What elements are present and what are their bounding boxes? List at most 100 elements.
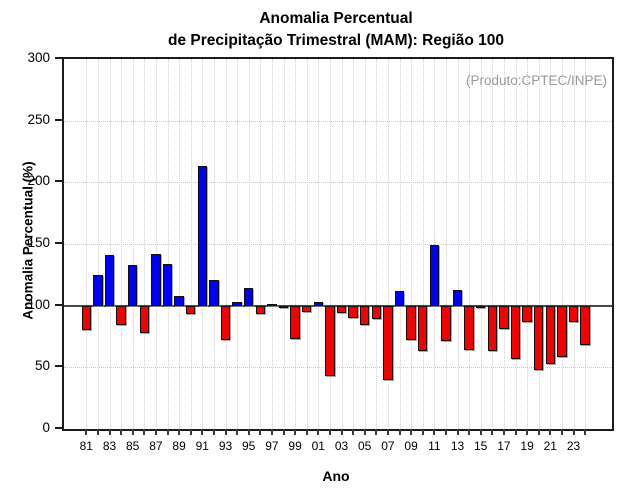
x-axis-tick <box>305 429 308 435</box>
v-gridline <box>503 59 505 429</box>
x-axis-tick <box>120 429 123 435</box>
x-axis-tick <box>166 429 169 435</box>
x-axis-tick <box>526 429 529 435</box>
bar-13 <box>452 289 463 306</box>
v-gridline <box>376 59 378 429</box>
x-axis-tick <box>201 429 204 435</box>
y-axis-tick <box>55 303 62 306</box>
x-axis-tick <box>479 429 482 435</box>
bar-08 <box>394 290 405 306</box>
y-tick-label: 100 <box>27 296 50 312</box>
bar-24 <box>580 305 590 346</box>
h-gridline <box>64 182 612 184</box>
bar-87 <box>151 253 161 306</box>
x-axis-tick <box>456 429 459 435</box>
x-axis-tick <box>108 429 111 435</box>
v-gridline <box>527 59 529 429</box>
v-gridline <box>225 59 227 429</box>
x-axis-tick <box>433 429 436 435</box>
v-gridline <box>190 59 192 429</box>
v-gridline <box>86 59 88 429</box>
x-tick-label: 85 <box>126 439 140 453</box>
v-gridline <box>364 59 366 429</box>
h-gridline <box>64 367 612 369</box>
y-tick-label: 200 <box>27 173 50 189</box>
bar-99 <box>290 305 300 339</box>
x-tick-label: 23 <box>566 439 581 453</box>
x-tick-label: 03 <box>334 439 349 453</box>
x-axis-tick <box>421 429 424 435</box>
v-gridline <box>469 59 471 429</box>
bar-14 <box>464 305 474 351</box>
bar-05 <box>359 305 370 326</box>
x-tick-label: 15 <box>474 439 488 453</box>
x-axis-tick <box>375 429 378 435</box>
x-axis-tick <box>340 429 343 435</box>
v-gridline <box>492 59 494 429</box>
bar-21 <box>545 305 556 364</box>
bar-16 <box>487 305 498 352</box>
x-axis-tick <box>247 429 250 435</box>
v-gridline <box>445 59 447 429</box>
v-gridline <box>295 59 297 429</box>
v-gridline <box>132 59 134 429</box>
x-axis-tick <box>154 429 157 435</box>
chart-title: Anomalia Percentual de Precipitação Trim… <box>62 8 610 53</box>
x-tick-label: 11 <box>428 439 441 453</box>
bar-04 <box>348 305 358 318</box>
v-gridline <box>318 59 320 429</box>
v-gridline <box>399 59 401 429</box>
v-gridline <box>387 59 389 429</box>
bar-23 <box>568 305 579 322</box>
v-gridline <box>260 59 262 429</box>
bar-10 <box>417 305 428 352</box>
bar-93 <box>220 305 231 341</box>
x-tick-label: 83 <box>102 439 117 453</box>
bar-83 <box>104 255 115 306</box>
bar-81 <box>81 305 92 331</box>
v-gridline <box>97 59 99 429</box>
x-axis-tick <box>386 429 389 435</box>
v-gridline <box>213 59 215 429</box>
bar-00 <box>301 305 312 312</box>
v-gridline <box>329 59 331 429</box>
v-gridline <box>109 59 111 429</box>
x-axis-tick <box>560 429 563 435</box>
v-gridline <box>561 59 563 429</box>
bar-84 <box>116 305 126 326</box>
x-axis-tick <box>502 429 505 435</box>
x-tick-label: 07 <box>381 439 395 453</box>
x-tick-label: 89 <box>172 439 186 453</box>
x-tick-label: 05 <box>358 439 372 453</box>
v-gridline <box>573 59 575 429</box>
bar-11 <box>429 245 440 306</box>
h-gridline <box>64 120 612 122</box>
bar-15 <box>475 305 486 308</box>
product-annotation: (Produto:CPTEC/INPE) <box>465 73 607 88</box>
x-axis-tick <box>85 429 88 435</box>
x-axis-tick <box>212 429 215 435</box>
x-axis-tick <box>259 429 262 435</box>
v-gridline <box>353 59 355 429</box>
x-axis-tick <box>236 429 239 435</box>
x-axis-tick <box>549 429 552 435</box>
y-tick-label: 250 <box>27 111 50 127</box>
y-axis-tick <box>55 118 62 121</box>
v-gridline <box>306 59 308 429</box>
bar-90 <box>185 305 196 315</box>
bar-89 <box>174 295 184 306</box>
bar-92 <box>209 279 219 306</box>
x-axis-tick <box>537 429 540 435</box>
x-axis-tick <box>189 429 192 435</box>
x-tick-label: 19 <box>520 439 534 453</box>
bar-94 <box>232 301 242 306</box>
v-gridline <box>411 59 413 429</box>
x-tick-label: 21 <box>543 439 557 453</box>
y-axis-tick <box>55 427 62 429</box>
v-gridline <box>422 59 424 429</box>
x-tick-label: 17 <box>497 439 511 453</box>
bar-82 <box>93 274 103 306</box>
x-tick-label: 91 <box>195 439 209 453</box>
x-tick-label: 81 <box>79 439 93 453</box>
